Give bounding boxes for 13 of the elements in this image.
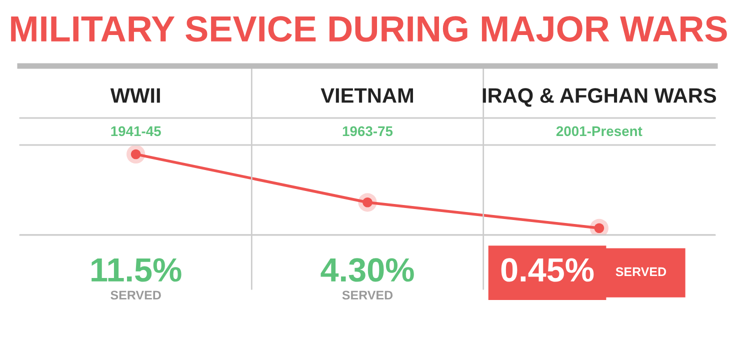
data-label: 4.30% (320, 258, 414, 282)
text: 1963-75 (342, 126, 393, 136)
text: SERVED (342, 290, 393, 300)
x-tick-label: IRAQ & AFGHAN WARS (482, 88, 716, 107)
text: 2001-Present (556, 126, 642, 136)
data-label: 11.5% (92, 258, 182, 282)
x-tick-label: WWII (110, 88, 160, 103)
x-tick-label: VIETNAM (320, 88, 413, 103)
text: SERVED (110, 290, 161, 300)
data-label: 0.45% (501, 258, 594, 282)
text: SERVED (616, 267, 666, 276)
text: 1941-45 (111, 126, 161, 136)
chart-title: MILITARY SEVICE DURING MAJOR WARS (11, 16, 727, 42)
